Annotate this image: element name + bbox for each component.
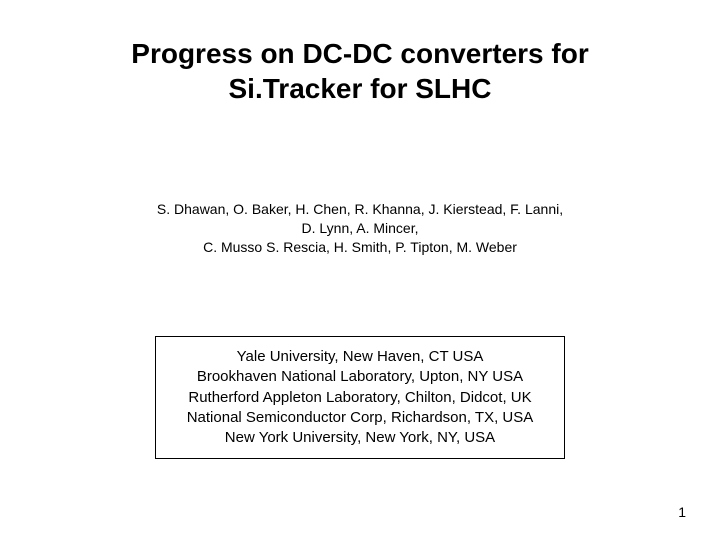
authors-block: S. Dhawan, O. Baker, H. Chen, R. Khanna,…: [120, 200, 600, 257]
title-line-1: Progress on DC-DC converters for: [80, 36, 640, 71]
affiliation-line-5: New York University, New York, NY, USA: [170, 428, 550, 448]
affiliation-line-4: National Semiconductor Corp, Richardson,…: [170, 408, 550, 428]
page-number: 1: [678, 504, 686, 520]
affiliations-box: Yale University, New Haven, CT USA Brook…: [155, 336, 565, 459]
authors-line-3: C. Musso S. Rescia, H. Smith, P. Tipton,…: [120, 238, 600, 257]
authors-line-1: S. Dhawan, O. Baker, H. Chen, R. Khanna,…: [120, 200, 600, 219]
affiliation-line-3: Rutherford Appleton Laboratory, Chilton,…: [170, 388, 550, 408]
authors-line-2: D. Lynn, A. Mincer,: [120, 219, 600, 238]
slide-title: Progress on DC-DC converters for Si.Trac…: [80, 36, 640, 106]
affiliation-line-1: Yale University, New Haven, CT USA: [170, 347, 550, 367]
affiliation-line-2: Brookhaven National Laboratory, Upton, N…: [170, 367, 550, 387]
title-line-2: Si.Tracker for SLHC: [80, 71, 640, 106]
